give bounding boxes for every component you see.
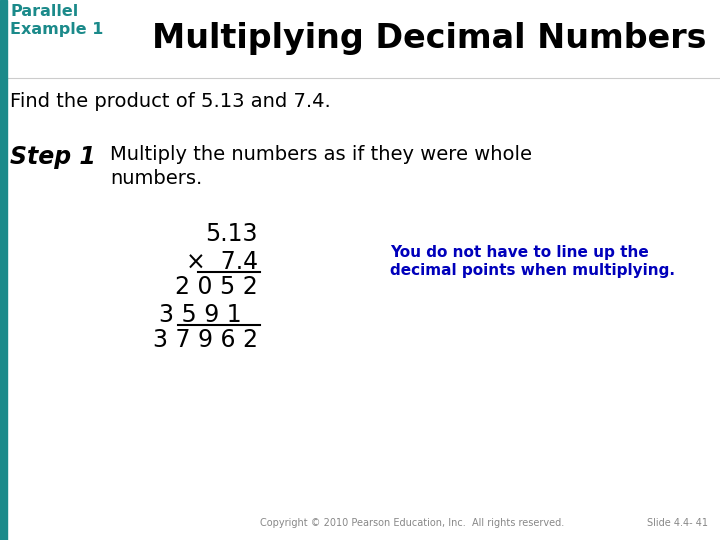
- Text: Find the product of 5.13 and 7.4.: Find the product of 5.13 and 7.4.: [10, 92, 330, 111]
- Text: decimal points when multiplying.: decimal points when multiplying.: [390, 263, 675, 278]
- Text: Slide 4.4- 41: Slide 4.4- 41: [647, 518, 708, 528]
- Text: numbers.: numbers.: [110, 169, 202, 188]
- Text: 3 7 9 6 2: 3 7 9 6 2: [153, 328, 258, 352]
- Text: Copyright © 2010 Pearson Education, Inc.  All rights reserved.: Copyright © 2010 Pearson Education, Inc.…: [260, 518, 564, 528]
- Text: ×  7.4: × 7.4: [186, 250, 258, 274]
- Text: 2 0 5 2: 2 0 5 2: [175, 275, 258, 299]
- Text: 5.13: 5.13: [205, 222, 258, 246]
- Bar: [0, 0, 7, 540]
- Text: You do not have to line up the: You do not have to line up the: [390, 245, 649, 260]
- Text: Step 1: Step 1: [10, 145, 96, 169]
- Text: 3 5 9 1: 3 5 9 1: [159, 303, 242, 327]
- Text: Parallel
Example 1: Parallel Example 1: [10, 4, 104, 37]
- Text: Multiplying Decimal Numbers: Multiplying Decimal Numbers: [152, 22, 706, 55]
- Text: Multiply the numbers as if they were whole: Multiply the numbers as if they were who…: [110, 145, 532, 164]
